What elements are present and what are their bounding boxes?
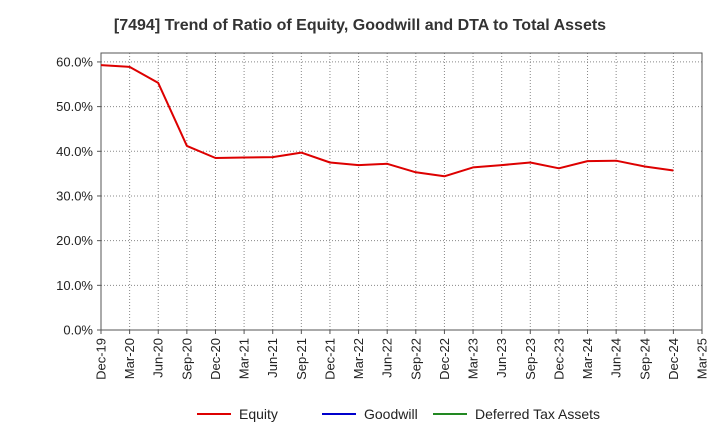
- x-tick-label: Mar-23: [466, 338, 481, 379]
- x-tick-label: Sep-24: [637, 338, 652, 380]
- x-tick-label: Sep-23: [523, 338, 538, 380]
- y-tick-label: 10.0%: [56, 278, 93, 293]
- y-axis: 0.0% 10.0% 20.0% 30.0% 40.0% 50.0% 60.0%: [56, 54, 101, 338]
- x-tick-label: Mar-24: [580, 338, 595, 379]
- x-tick-label: Jun-24: [609, 338, 624, 378]
- x-tick-label: Mar-20: [122, 338, 137, 379]
- legend-label-goodwill: Goodwill: [364, 406, 418, 422]
- x-tick-label: Jun-23: [494, 338, 509, 378]
- x-tick-label: Dec-24: [666, 338, 681, 380]
- x-tick-label: Jun-20: [151, 338, 166, 378]
- x-tick-label: Dec-21: [322, 338, 337, 380]
- y-tick-label: 30.0%: [56, 188, 93, 203]
- gridlines: [101, 53, 702, 330]
- legend: Equity Goodwill Deferred Tax Assets: [197, 406, 600, 422]
- y-tick-label: 40.0%: [56, 144, 93, 159]
- x-tick-label: Dec-20: [208, 338, 223, 380]
- x-tick-label: Jun-22: [380, 338, 395, 378]
- plot-area: [100, 52, 703, 331]
- x-tick-label: Dec-19: [94, 338, 109, 380]
- x-tick-label: Dec-22: [437, 338, 452, 380]
- legend-label-equity: Equity: [239, 406, 278, 422]
- x-tick-label: Mar-25: [695, 338, 710, 379]
- x-axis: Dec-19 Mar-20 Jun-20 Sep-20 Dec-20 Mar-21 Jun-…: [94, 330, 710, 380]
- x-tick-label: Dec-23: [551, 338, 566, 380]
- y-tick-label: 0.0%: [63, 323, 93, 338]
- y-tick-label: 60.0%: [56, 54, 93, 69]
- legend-label-deferred-tax-assets: Deferred Tax Assets: [475, 406, 600, 422]
- x-tick-label: Sep-21: [294, 338, 309, 380]
- series-lines: [100, 64, 674, 178]
- x-tick-label: Sep-22: [408, 338, 423, 380]
- x-tick-label: Mar-21: [237, 338, 252, 379]
- x-tick-label: Sep-20: [179, 338, 194, 380]
- x-tick-label: Jun-21: [265, 338, 280, 378]
- x-tick-label: Mar-22: [351, 338, 366, 379]
- chart-title: [7494] Trend of Ratio of Equity, Goodwil…: [114, 17, 606, 34]
- y-tick-label: 20.0%: [56, 233, 93, 248]
- series-line-equity: [100, 64, 674, 178]
- y-tick-label: 50.0%: [56, 99, 93, 114]
